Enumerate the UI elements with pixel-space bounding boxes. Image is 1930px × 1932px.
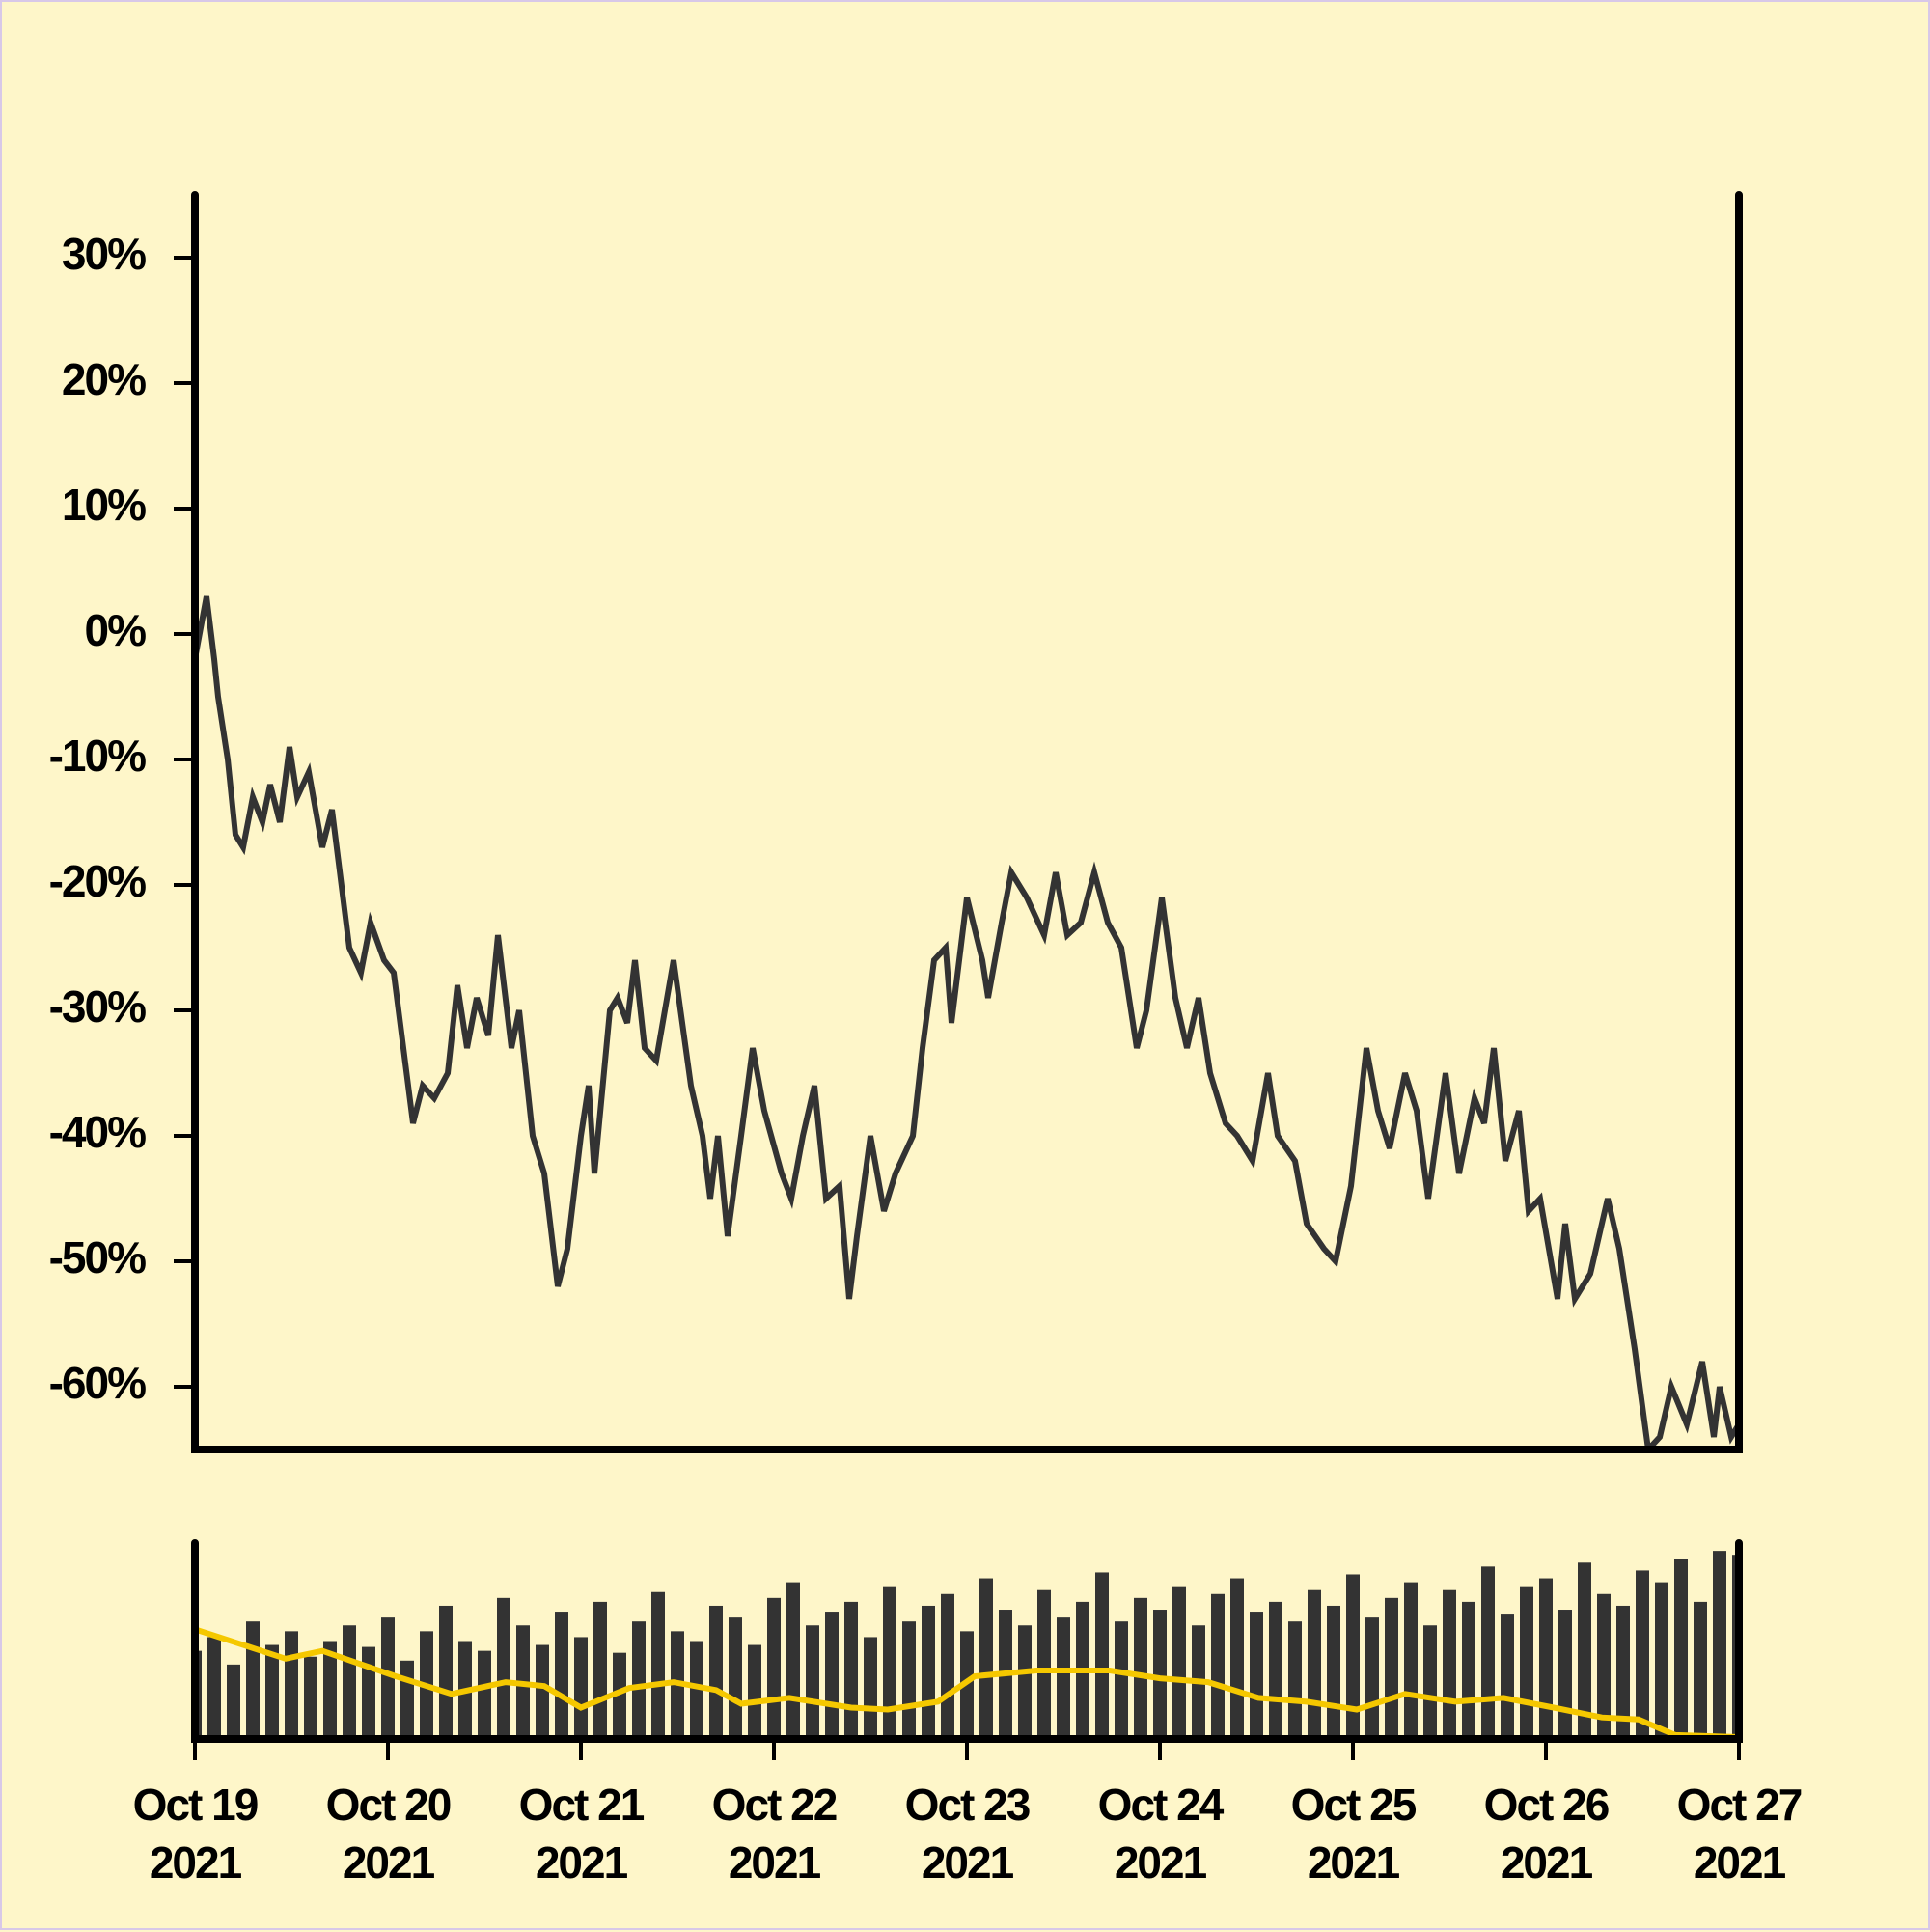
x-tick-label: Oct 26 2021 (1483, 1780, 1611, 1888)
volume-bar (786, 1582, 800, 1739)
volume-bar (844, 1601, 858, 1739)
volume-bar (941, 1593, 954, 1739)
x-tick-label: Oct 20 2021 (325, 1780, 453, 1888)
volume-bar (1539, 1578, 1553, 1739)
volume-bar (265, 1644, 279, 1739)
volume-bar (207, 1637, 221, 1739)
y-tick-label: -50% (49, 1232, 146, 1283)
volume-bar (246, 1621, 260, 1739)
volume-bar (1288, 1621, 1302, 1739)
y-tick-label: 0% (85, 605, 147, 655)
volume-bar (1365, 1617, 1379, 1739)
plot-area (195, 595, 1739, 1449)
x-tick-label: Oct 19 2021 (132, 1780, 260, 1888)
x-tick-label: Oct 25 2021 (1290, 1780, 1418, 1888)
volume-bar (555, 1612, 568, 1739)
volume-bar (883, 1586, 896, 1739)
y-tick-label: 30% (62, 229, 146, 279)
volume-bar (400, 1660, 414, 1739)
volume-bar (574, 1637, 588, 1739)
volume-bar (362, 1646, 375, 1739)
volume-bar (767, 1597, 781, 1739)
volume-bar (497, 1597, 510, 1739)
volume-bar (1385, 1597, 1398, 1739)
volume-bar (227, 1664, 240, 1739)
volume-bar (536, 1644, 549, 1739)
volume-bar (1636, 1570, 1649, 1739)
volume-bar (1481, 1566, 1495, 1739)
volume-bar (304, 1656, 317, 1739)
volume-bar (1134, 1597, 1147, 1739)
volume-bar (1115, 1621, 1128, 1739)
volume-bar (1597, 1593, 1611, 1739)
y-tick-label: 20% (62, 354, 146, 404)
volume-bar (806, 1625, 819, 1739)
volume-bar (1501, 1614, 1514, 1739)
volume-bar (1558, 1610, 1572, 1739)
volume-bar (381, 1617, 395, 1739)
volume-bar (1694, 1601, 1707, 1739)
volume-bar (1327, 1605, 1340, 1739)
y-tick-label: -60% (49, 1358, 146, 1408)
plot-area (195, 1551, 1739, 1739)
volume-bar (709, 1605, 723, 1739)
volume-bar (1037, 1589, 1051, 1739)
volume-bar (285, 1631, 298, 1739)
volume-bar (1057, 1617, 1070, 1739)
y-tick-label: -30% (49, 981, 146, 1032)
volume-bar (323, 1641, 337, 1739)
volume-bar (1578, 1562, 1591, 1739)
data-line (195, 1626, 1739, 1739)
volume-bar (1308, 1589, 1321, 1739)
axis-frame (191, 1539, 1743, 1743)
volume-bar (690, 1641, 703, 1739)
volume-bar (613, 1652, 626, 1739)
x-tick-label: Oct 22 2021 (711, 1780, 839, 1888)
volume-bar (632, 1621, 646, 1739)
volume-bar (902, 1621, 916, 1739)
volume-bar (439, 1605, 453, 1739)
volume-bar (1153, 1610, 1167, 1739)
volume-bar (1443, 1589, 1456, 1739)
volume-bar (1655, 1582, 1668, 1739)
x-tick-label: Oct 27 2021 (1676, 1780, 1804, 1888)
volume-bar (729, 1617, 742, 1739)
volume-bar (1616, 1605, 1630, 1739)
volume-bar (343, 1625, 356, 1739)
data-line (195, 595, 1739, 1449)
volume-bar (1674, 1559, 1688, 1739)
volume-bar (864, 1637, 877, 1739)
volume-bar (651, 1591, 665, 1739)
volume-bar (1346, 1574, 1360, 1739)
volume-bar (922, 1605, 935, 1739)
volume-bar (1269, 1601, 1282, 1739)
volume-bar (748, 1644, 761, 1739)
volume-bar (1172, 1586, 1186, 1739)
y-tick-label: 10% (62, 480, 146, 530)
y-tick-label: -10% (49, 731, 146, 781)
y-tick-label: -20% (49, 856, 146, 906)
volume-bar (1520, 1586, 1533, 1739)
y-tick-label: -40% (49, 1107, 146, 1157)
volume-bar (1462, 1601, 1475, 1739)
volume-bar (1713, 1551, 1726, 1739)
volume-bar (1018, 1625, 1032, 1739)
volume-bar (1211, 1593, 1225, 1739)
volume-bar (1423, 1625, 1437, 1739)
volume-bar (593, 1601, 607, 1739)
volume-bar (1250, 1612, 1263, 1739)
volume-bar (1095, 1572, 1109, 1739)
axis-frame (191, 191, 1743, 1453)
volume-bar (825, 1612, 839, 1739)
volume-bar (1230, 1578, 1244, 1739)
x-tick-label: Oct 23 2021 (904, 1780, 1032, 1888)
volume-bar (1404, 1582, 1418, 1739)
volume-bar (979, 1578, 993, 1739)
x-tick-label: Oct 24 2021 (1097, 1780, 1225, 1888)
volume-bar (478, 1650, 491, 1739)
x-tick-label: Oct 21 2021 (518, 1780, 646, 1888)
